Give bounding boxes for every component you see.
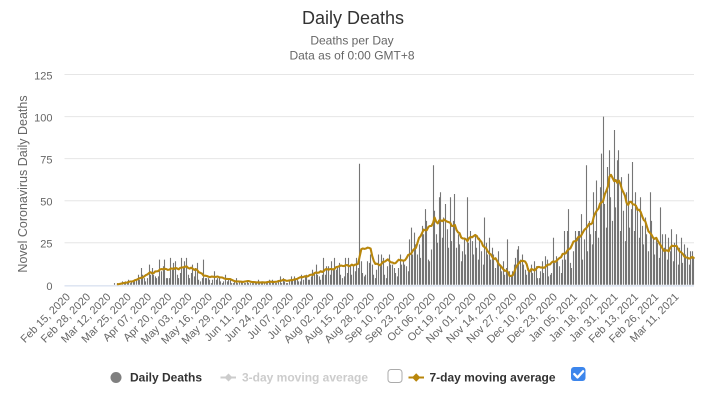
svg-text:100: 100 (34, 113, 52, 125)
svg-text:25: 25 (40, 239, 52, 251)
svg-text:Deaths per Day: Deaths per Day (310, 34, 393, 48)
svg-text:Daily Deaths: Daily Deaths (130, 371, 202, 385)
svg-text:50: 50 (40, 197, 52, 209)
svg-text:Daily Deaths: Daily Deaths (302, 8, 404, 28)
svg-text:Novel Coronavirus Daily Deaths: Novel Coronavirus Daily Deaths (16, 95, 30, 272)
svg-text:0: 0 (46, 281, 52, 293)
svg-text:125: 125 (34, 71, 52, 83)
svg-text:7-day moving average: 7-day moving average (430, 371, 556, 385)
svg-text:Data as of 0:00 GMT+8: Data as of 0:00 GMT+8 (289, 49, 414, 63)
svg-text:75: 75 (40, 155, 52, 167)
svg-text:3-day moving average: 3-day moving average (242, 371, 368, 385)
